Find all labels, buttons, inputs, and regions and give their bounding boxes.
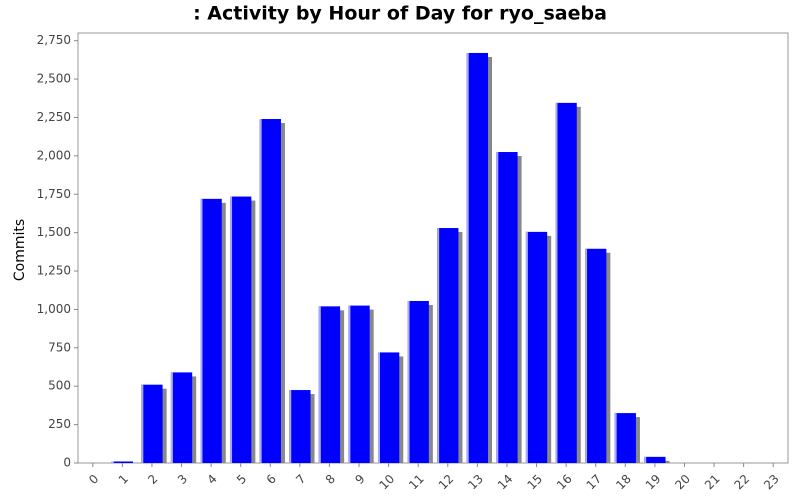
x-tick-label: 0 <box>86 472 101 487</box>
x-tick-label: 3 <box>175 472 190 487</box>
bar-highlight <box>555 102 558 463</box>
bar <box>614 413 636 463</box>
x-tick-label: 16 <box>554 472 575 493</box>
x-tick-label: 2 <box>145 472 160 487</box>
x-tick-label: 1 <box>116 472 131 487</box>
x-tick-label: 17 <box>584 472 605 493</box>
bar <box>348 305 370 463</box>
bar-highlight <box>318 306 321 463</box>
x-tick-label: 5 <box>234 472 249 487</box>
y-axis-label: Commits <box>12 219 28 281</box>
x-tick-label: 15 <box>524 472 545 493</box>
bar-highlight <box>348 305 351 463</box>
bar <box>585 248 607 463</box>
plot-area <box>77 32 789 464</box>
y-tick-label: 2,250 <box>37 110 71 124</box>
x-tick-label: 9 <box>352 472 367 487</box>
bar-highlight <box>614 413 617 463</box>
bar <box>496 152 518 463</box>
y-tick-label: 2,500 <box>37 72 71 86</box>
bar <box>111 461 134 463</box>
bar <box>466 52 489 463</box>
x-tick-label: 6 <box>264 472 279 487</box>
x-tick-label: 7 <box>293 472 308 487</box>
y-tick-label: 1,250 <box>37 264 71 278</box>
x-tick-label: 23 <box>761 472 782 493</box>
y-tick-label: 1,000 <box>37 302 71 316</box>
bar-highlight <box>289 390 292 463</box>
bar-highlight <box>496 152 499 463</box>
bar <box>555 102 577 463</box>
x-tick-label: 12 <box>436 472 457 493</box>
bar-highlight <box>111 461 114 463</box>
bar-highlight <box>585 248 588 463</box>
bar <box>141 384 163 463</box>
bar <box>407 300 429 463</box>
bar <box>230 196 252 463</box>
x-tick-label: 8 <box>323 472 338 487</box>
x-tick-label: 22 <box>732 472 753 493</box>
x-tick-label: 20 <box>672 472 693 493</box>
x-tick-label: 13 <box>465 472 486 493</box>
bar <box>200 198 222 463</box>
bar <box>525 231 548 463</box>
bar <box>259 119 281 463</box>
y-tick-label: 500 <box>48 379 71 393</box>
bar <box>170 372 193 463</box>
x-tick-label: 4 <box>204 472 219 487</box>
bar <box>437 228 459 463</box>
y-tick-label: 250 <box>48 417 71 431</box>
bar <box>377 352 400 463</box>
bar-highlight <box>230 196 233 463</box>
bar-highlight <box>377 352 380 463</box>
x-tick-label: 11 <box>406 472 427 493</box>
y-tick-label: 1,500 <box>37 225 71 239</box>
bar <box>644 456 666 463</box>
bar-highlight <box>644 456 647 463</box>
chart-title: : Activity by Hour of Day for ryo_saeba <box>193 3 607 25</box>
x-tick-label: 18 <box>613 472 634 493</box>
bar-highlight <box>170 372 173 463</box>
y-tick-label: 0 <box>63 456 71 470</box>
bar-highlight <box>466 52 469 463</box>
bar <box>289 390 311 463</box>
bar-highlight <box>141 384 144 463</box>
bar-highlight <box>407 300 410 463</box>
x-tick-label: 19 <box>643 472 664 493</box>
bar-highlight <box>200 198 203 463</box>
bar <box>318 306 341 463</box>
x-tick-label: 21 <box>702 472 723 493</box>
x-tick-label: 10 <box>377 472 398 493</box>
bar-highlight <box>259 119 262 463</box>
y-tick-label: 2,750 <box>37 33 71 47</box>
bar-highlight <box>437 228 440 463</box>
x-tick-label: 14 <box>495 472 516 493</box>
y-tick-label: 2,000 <box>37 148 71 162</box>
bar-highlight <box>525 231 528 463</box>
y-tick-label: 1,750 <box>37 187 71 201</box>
y-tick-label: 750 <box>48 340 71 354</box>
